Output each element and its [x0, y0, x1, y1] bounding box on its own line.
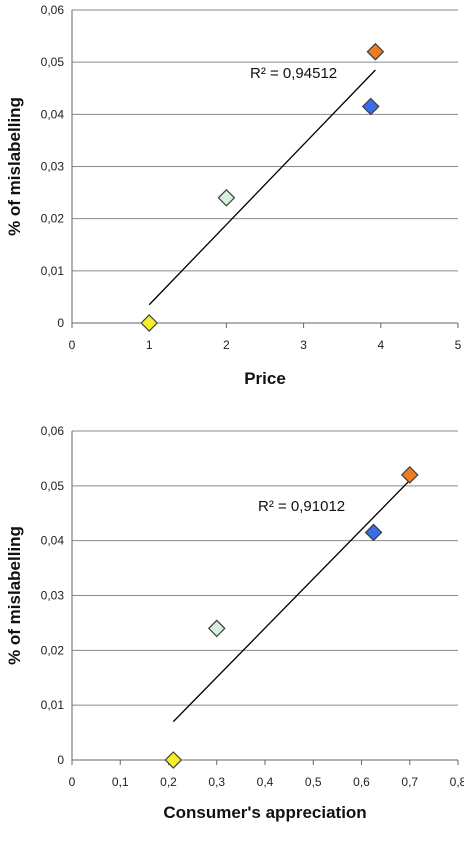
x-axis-title: Price [244, 369, 286, 388]
x-tick-label: 0,4 [257, 775, 274, 789]
r-squared-label: R² = 0,94512 [250, 65, 337, 82]
data-point [140, 314, 159, 332]
y-tick-label: 0,03 [41, 160, 65, 174]
x-tick-label: 0,5 [305, 775, 322, 789]
x-tick-label: 5 [455, 338, 462, 352]
y-axis-title: % of mislabelling [5, 97, 24, 236]
x-tick-label: 2 [223, 338, 230, 352]
data-point [361, 97, 380, 116]
data-point [217, 188, 236, 207]
y-tick-label: 0 [57, 316, 64, 330]
y-tick-label: 0,04 [41, 107, 65, 121]
y-tick-label: 0 [57, 753, 64, 767]
y-axis-title: % of mislabelling [5, 526, 24, 665]
trendline [172, 479, 411, 723]
y-tick-label: 0,01 [41, 264, 65, 278]
x-axis-title: Consumer's appreciation [163, 803, 366, 822]
y-tick-label: 0,03 [41, 589, 65, 603]
y-tick-label: 0,02 [41, 643, 65, 657]
chart-2: 0 0,01 0,02 0,03 0,04 0,05 0,06 0 0,1 0,2 0,3 0,4 0,… [5, 424, 464, 822]
y-tick-label: 0,06 [41, 424, 65, 438]
data-point [164, 751, 183, 769]
y-tick-label: 0,05 [41, 55, 65, 69]
data-point [366, 42, 385, 61]
data-point [400, 466, 419, 484]
x-tick-label: 0 [69, 338, 76, 352]
y-tick-label: 0,05 [41, 479, 65, 493]
x-tick-label: 0,8 [450, 775, 464, 789]
data-point [207, 619, 226, 638]
x-tick-label: 1 [146, 338, 153, 352]
x-tick-label: 0,1 [112, 775, 129, 789]
data-point [364, 523, 383, 542]
x-tick-label: 3 [300, 338, 307, 352]
x-tick-label: 0,7 [401, 775, 418, 789]
y-tick-label: 0,01 [41, 698, 65, 712]
chart-1: 0 0,01 0,02 0,03 0,04 0,05 0,06 0 1 2 3 4 5 Price % of… [5, 3, 462, 388]
x-tick-label: 0 [69, 775, 76, 789]
x-tick-label: 0,2 [160, 775, 177, 789]
trendline [148, 69, 376, 306]
r-squared-label: R² = 0,91012 [258, 498, 345, 515]
y-tick-label: 0,04 [41, 534, 65, 548]
x-tick-label: 0,3 [208, 775, 225, 789]
y-tick-label: 0,06 [41, 3, 65, 17]
x-tick-label: 4 [377, 338, 384, 352]
y-tick-label: 0,02 [41, 212, 65, 226]
x-tick-label: 0,6 [353, 775, 370, 789]
